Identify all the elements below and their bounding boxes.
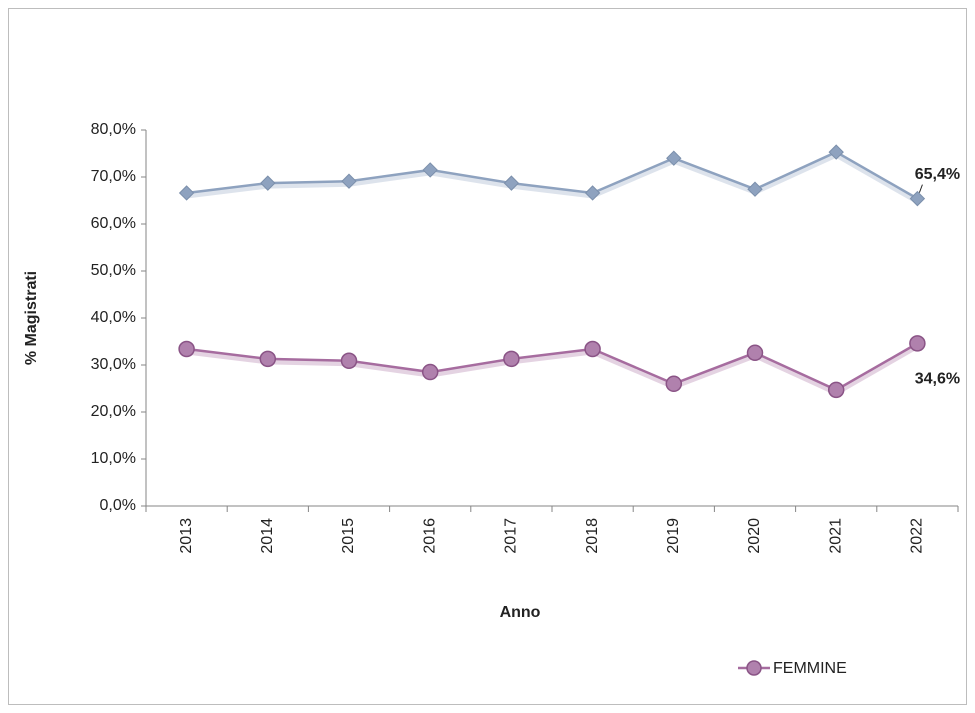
legend-label: FEMMINE (773, 660, 847, 677)
series-line (186, 150, 919, 200)
point (827, 381, 845, 399)
y-tick-label: 40,0% (91, 309, 136, 326)
x-tick-label: 2016 (421, 518, 438, 554)
point (747, 181, 763, 197)
point (259, 350, 277, 368)
y-tick-label: 70,0% (91, 168, 136, 185)
y-tick-label: 30,0% (91, 356, 136, 373)
x-tick-label: 2022 (909, 518, 926, 554)
x-tick-label: 2013 (178, 518, 195, 554)
y-tick-label: 60,0% (91, 215, 136, 232)
y-tick-label: 0,0% (100, 497, 136, 514)
y-axis-title: % Magistrati (23, 271, 40, 365)
point (909, 335, 926, 352)
x-tick-label: 2014 (259, 518, 276, 554)
y-tick-label: 10,0% (91, 450, 136, 467)
point (665, 375, 683, 393)
chart-frame (8, 8, 967, 705)
y-tick-label: 50,0% (91, 262, 136, 279)
point (584, 185, 601, 201)
point (422, 162, 438, 178)
point (909, 190, 926, 207)
point (340, 352, 358, 370)
x-tick-label: 2019 (665, 518, 682, 554)
series-line (186, 342, 919, 392)
data-label: 65,4% (915, 166, 960, 183)
x-tick-label: 2018 (584, 518, 601, 554)
x-tick-label: 2021 (827, 518, 844, 554)
point (584, 340, 601, 358)
y-tick-label: 80,0% (91, 121, 136, 138)
data-label: 34,6% (915, 371, 960, 388)
point (666, 150, 682, 166)
point (503, 175, 520, 191)
series-shadow (186, 152, 919, 204)
series-shadow (186, 344, 919, 396)
point (341, 173, 357, 189)
point (178, 185, 195, 201)
point (503, 350, 520, 368)
point (178, 340, 195, 358)
x-tick-label: 2015 (340, 518, 357, 554)
leader-line (918, 184, 923, 193)
point (421, 363, 439, 381)
x-tick-label: 2017 (503, 518, 520, 554)
x-axis-title: Anno (500, 604, 541, 621)
point (828, 144, 844, 160)
legend-marker (746, 660, 762, 676)
y-tick-label: 20,0% (91, 403, 136, 420)
point (746, 344, 764, 362)
point (260, 175, 276, 191)
x-tick-label: 2020 (746, 518, 763, 554)
